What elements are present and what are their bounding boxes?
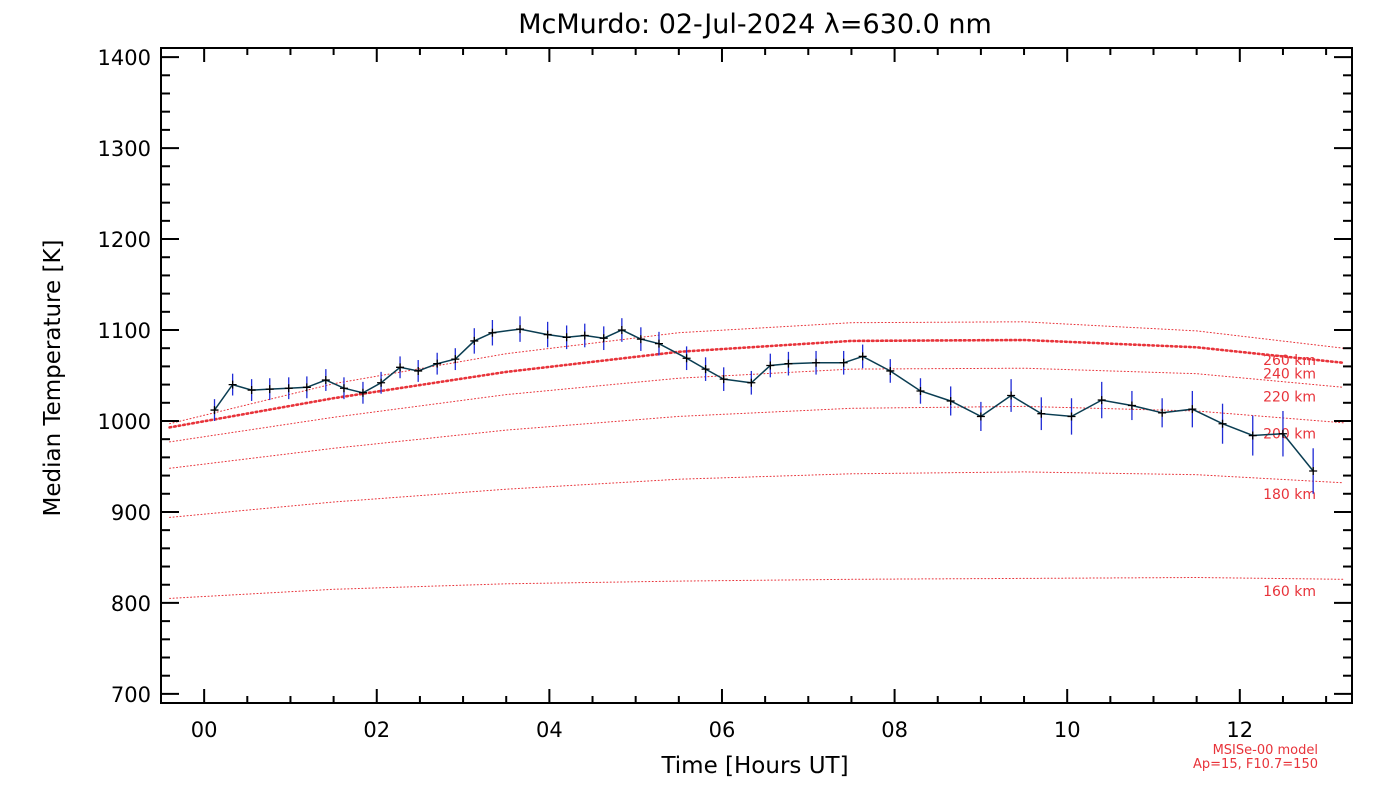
data-point: [858, 352, 867, 361]
data-point: [886, 366, 895, 375]
chart-title: McMurdo: 02-Jul-2024 λ=630.0 nm: [518, 9, 992, 40]
data-point: [1037, 409, 1046, 418]
data-point: [1188, 405, 1197, 414]
x-axis-label: Time [Hours UT]: [660, 753, 848, 779]
model-note: MSISe-00 model Ap=15, F10.7=150: [1193, 743, 1318, 772]
data-point: [1309, 467, 1318, 476]
data-point: [210, 406, 219, 415]
model-lines: [168, 321, 1345, 599]
model-line-label: 160 km: [1263, 584, 1316, 600]
data-point: [976, 412, 985, 421]
x-tick-label: 06: [709, 718, 736, 742]
data-point: [719, 375, 728, 384]
data-point: [1158, 408, 1167, 417]
model-line-label: 200 km: [1263, 427, 1316, 443]
y-tick-label: 700: [111, 683, 151, 707]
x-tick-label: 02: [363, 718, 390, 742]
data-point: [358, 388, 367, 397]
temperature-line: [213, 328, 1314, 472]
model-line: [169, 471, 1344, 518]
data-point: [1097, 396, 1106, 405]
data-point: [839, 358, 848, 367]
model-line-label: 220 km: [1263, 389, 1316, 405]
model-line: [168, 338, 1345, 429]
data-point: [284, 384, 293, 393]
data-point: [916, 386, 925, 395]
x-tick-label: 10: [1054, 718, 1081, 742]
axes: 00 02 04 06 08 10 12 700 800 900 1000 1100 1200 1300 1…: [98, 46, 1353, 742]
y-tick-label: 800: [111, 592, 151, 616]
x-tick-label: 00: [191, 718, 218, 742]
data-point: [636, 335, 645, 344]
data-point: [396, 363, 405, 372]
data-point: [766, 361, 775, 370]
y-tick-label: 1400: [98, 46, 151, 70]
data-point: [1278, 429, 1287, 438]
model-line-label: 260 km: [1263, 353, 1316, 369]
data-point: [580, 331, 589, 340]
y-tick-label: 1100: [98, 319, 151, 343]
model-note-line-2: Ap=15, F10.7=150: [1193, 757, 1318, 772]
data-point: [414, 366, 423, 375]
data-point: [812, 358, 821, 367]
model-line-label: 180 km: [1263, 487, 1316, 503]
data-point: [1007, 391, 1016, 400]
data-point: [654, 339, 663, 348]
data-point: [377, 378, 386, 387]
data-point: [1067, 412, 1076, 421]
data-point: [543, 330, 552, 339]
data-point: [599, 334, 608, 343]
data-point: [228, 380, 237, 389]
plot-frame: [160, 47, 1353, 704]
data-point: [265, 385, 274, 394]
data-point: [747, 378, 756, 387]
model-note-line-1: MSISe-00 model: [1213, 743, 1318, 758]
data-point: [302, 383, 311, 392]
data-point: [617, 326, 626, 335]
data-point: [682, 354, 691, 363]
model-line-label: 240 km: [1263, 367, 1316, 383]
data-point: [946, 396, 955, 405]
data-point: [701, 365, 710, 374]
y-tick-label: 1200: [98, 228, 151, 252]
data-point: [488, 328, 497, 337]
x-tick-label: 08: [881, 718, 908, 742]
data-point: [516, 325, 525, 334]
y-axis-label: Median Temperature [K]: [40, 240, 66, 517]
x-tick-label: 04: [536, 718, 563, 742]
data-series: [210, 316, 1318, 494]
y-tick-label: 1000: [98, 410, 151, 434]
data-point: [1127, 401, 1136, 410]
data-point: [562, 333, 571, 342]
y-tick-label: 900: [111, 501, 151, 525]
data-point: [433, 359, 442, 368]
data-point: [451, 355, 460, 364]
model-line: [169, 576, 1344, 599]
data-point: [1248, 431, 1257, 440]
model-line: [169, 405, 1344, 469]
model-line: [169, 367, 1344, 443]
data-point: [1218, 419, 1227, 428]
data-point: [247, 386, 256, 395]
data-point: [784, 359, 793, 368]
data-point: [321, 376, 330, 385]
data-point: [339, 384, 348, 393]
y-tick-label: 1300: [98, 137, 151, 161]
x-tick-label: 12: [1226, 718, 1253, 742]
data-point: [470, 336, 479, 345]
